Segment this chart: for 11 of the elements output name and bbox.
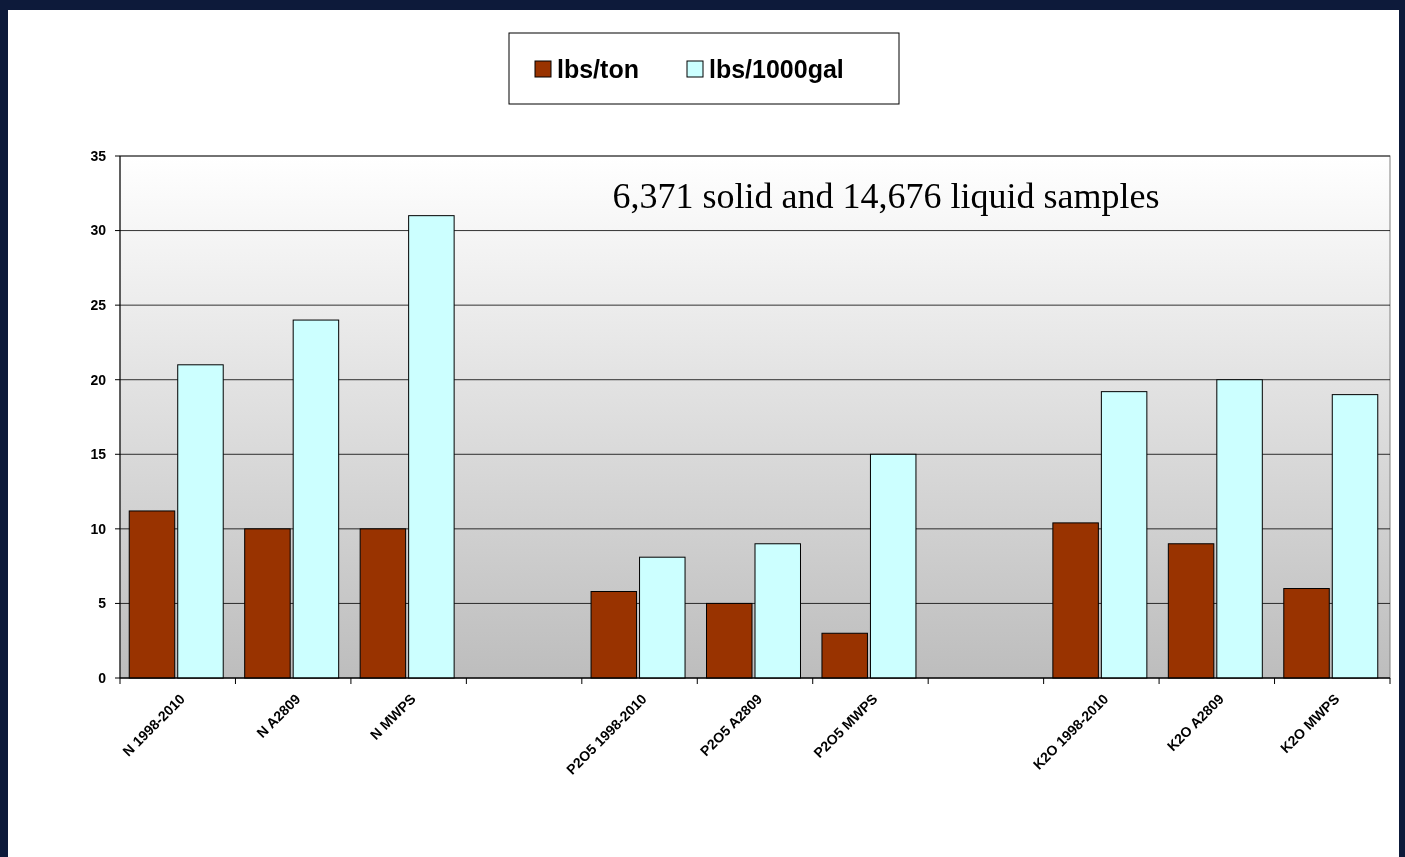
- legend-label: lbs/1000gal: [709, 55, 844, 83]
- annotation: 6,371 solid and 14,676 liquid samples: [612, 176, 1160, 216]
- y-tick-label: 0: [98, 669, 107, 686]
- y-tick-label: 5: [98, 595, 107, 612]
- y-tick-label: 20: [90, 371, 107, 388]
- y-tick-label: 35: [90, 147, 107, 164]
- y-tick-label: 30: [90, 222, 107, 239]
- y-tick-label: 25: [90, 297, 107, 314]
- y-tick-label: 10: [90, 520, 107, 537]
- legend-label: lbs/ton: [557, 55, 639, 83]
- y-tick-label: 15: [90, 446, 107, 463]
